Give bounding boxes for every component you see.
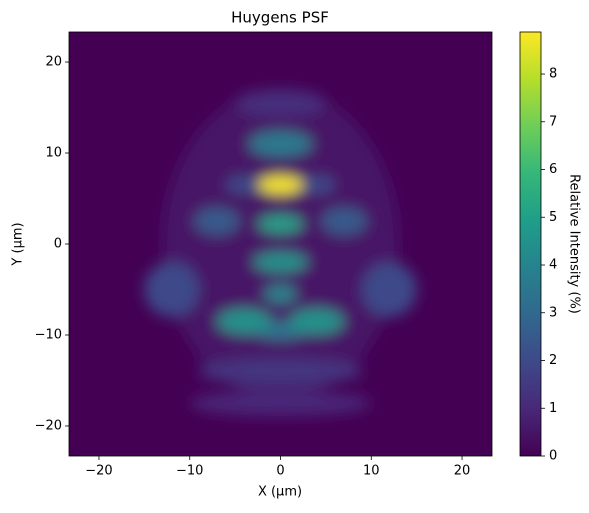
x-tick-label: 0 [276,464,284,479]
intensity-feature [189,390,372,416]
intensity-feature [289,308,345,335]
intensity-feature [235,89,326,117]
y-tick-label: 0 [54,237,62,252]
intensity-feature [144,262,199,317]
x-tick-label: 20 [454,464,471,479]
intensity-feature [194,207,240,235]
intensity-feature [253,252,308,273]
y-tick-label: −20 [35,418,62,433]
intensity-feature [257,175,304,194]
intensity-feature [198,357,363,386]
colorbar-tick-label: 4 [549,258,557,273]
colorbar-tick-label: 1 [549,401,557,416]
intensity-feature [264,284,297,304]
y-tick-label: 20 [45,55,62,70]
y-tick-label: 10 [45,146,62,161]
x-tick-label: 10 [363,464,380,479]
colorbar-label: Relative Intensity (%) [567,174,582,314]
intensity-feature [226,175,263,194]
x-tick-label: −20 [85,464,112,479]
x-tick-label: −10 [176,464,203,479]
heatmap [144,89,417,416]
intensity-feature [298,175,335,194]
chart-title: Huygens PSF [231,9,329,27]
colorbar [519,31,542,457]
colorbar-tick-label: 7 [549,114,557,129]
colorbar-tick-label: 3 [549,305,557,320]
y-axis-label: Y (µm) [11,222,26,266]
intensity-feature [321,207,367,235]
intensity-feature [216,308,272,335]
intensity-feature [257,214,304,234]
colorbar-tick-label: 8 [549,67,557,82]
colorbar-tick-label: 5 [549,210,557,225]
intensity-feature [248,131,313,157]
intensity-feature [362,262,417,317]
colorbar-tick-label: 0 [549,449,557,464]
y-tick-label: −10 [35,327,62,342]
heat-layer [144,89,417,416]
x-axis-label: X (µm) [258,485,302,500]
colorbar-tick-label: 2 [549,353,557,368]
colorbar-tick-label: 6 [549,162,557,177]
